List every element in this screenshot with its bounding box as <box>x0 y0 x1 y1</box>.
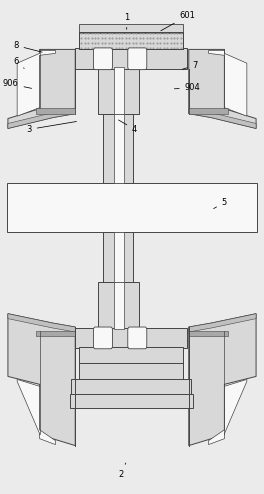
Polygon shape <box>8 314 75 446</box>
Polygon shape <box>189 314 256 332</box>
Bar <box>114 232 124 282</box>
Text: 4: 4 <box>119 120 137 134</box>
Text: 8: 8 <box>13 41 42 52</box>
Text: 1: 1 <box>124 13 129 29</box>
Polygon shape <box>8 109 75 128</box>
FancyBboxPatch shape <box>93 327 112 349</box>
Text: 7: 7 <box>182 61 198 70</box>
Bar <box>7 183 257 232</box>
Bar <box>79 363 183 380</box>
Bar <box>114 114 124 183</box>
Bar <box>75 48 187 69</box>
Polygon shape <box>189 314 256 446</box>
Bar <box>98 282 139 329</box>
Polygon shape <box>8 49 75 128</box>
Polygon shape <box>209 50 247 116</box>
Polygon shape <box>189 108 228 114</box>
Polygon shape <box>17 50 55 116</box>
Bar <box>79 32 183 49</box>
Bar <box>79 32 183 49</box>
Bar <box>75 328 187 348</box>
Polygon shape <box>189 331 228 336</box>
FancyBboxPatch shape <box>128 48 147 70</box>
Bar <box>103 114 133 183</box>
Text: 5: 5 <box>214 198 227 208</box>
Polygon shape <box>8 314 75 332</box>
Bar <box>114 282 124 329</box>
Text: 2: 2 <box>119 463 126 479</box>
Polygon shape <box>17 379 55 445</box>
FancyBboxPatch shape <box>128 327 147 349</box>
Bar <box>103 232 133 282</box>
Text: 906: 906 <box>3 80 32 88</box>
Polygon shape <box>189 109 256 128</box>
Polygon shape <box>189 49 256 128</box>
Bar <box>71 379 191 395</box>
Bar <box>114 67 124 114</box>
Polygon shape <box>209 379 247 445</box>
Text: 601: 601 <box>161 11 195 31</box>
Text: 6: 6 <box>13 57 24 68</box>
Bar <box>79 24 183 33</box>
Text: 904: 904 <box>175 83 201 92</box>
FancyBboxPatch shape <box>93 48 112 70</box>
Polygon shape <box>36 108 75 114</box>
Bar <box>98 67 139 114</box>
Text: 3: 3 <box>26 122 77 134</box>
Bar <box>70 394 193 408</box>
Bar <box>79 347 183 364</box>
Polygon shape <box>36 331 75 336</box>
